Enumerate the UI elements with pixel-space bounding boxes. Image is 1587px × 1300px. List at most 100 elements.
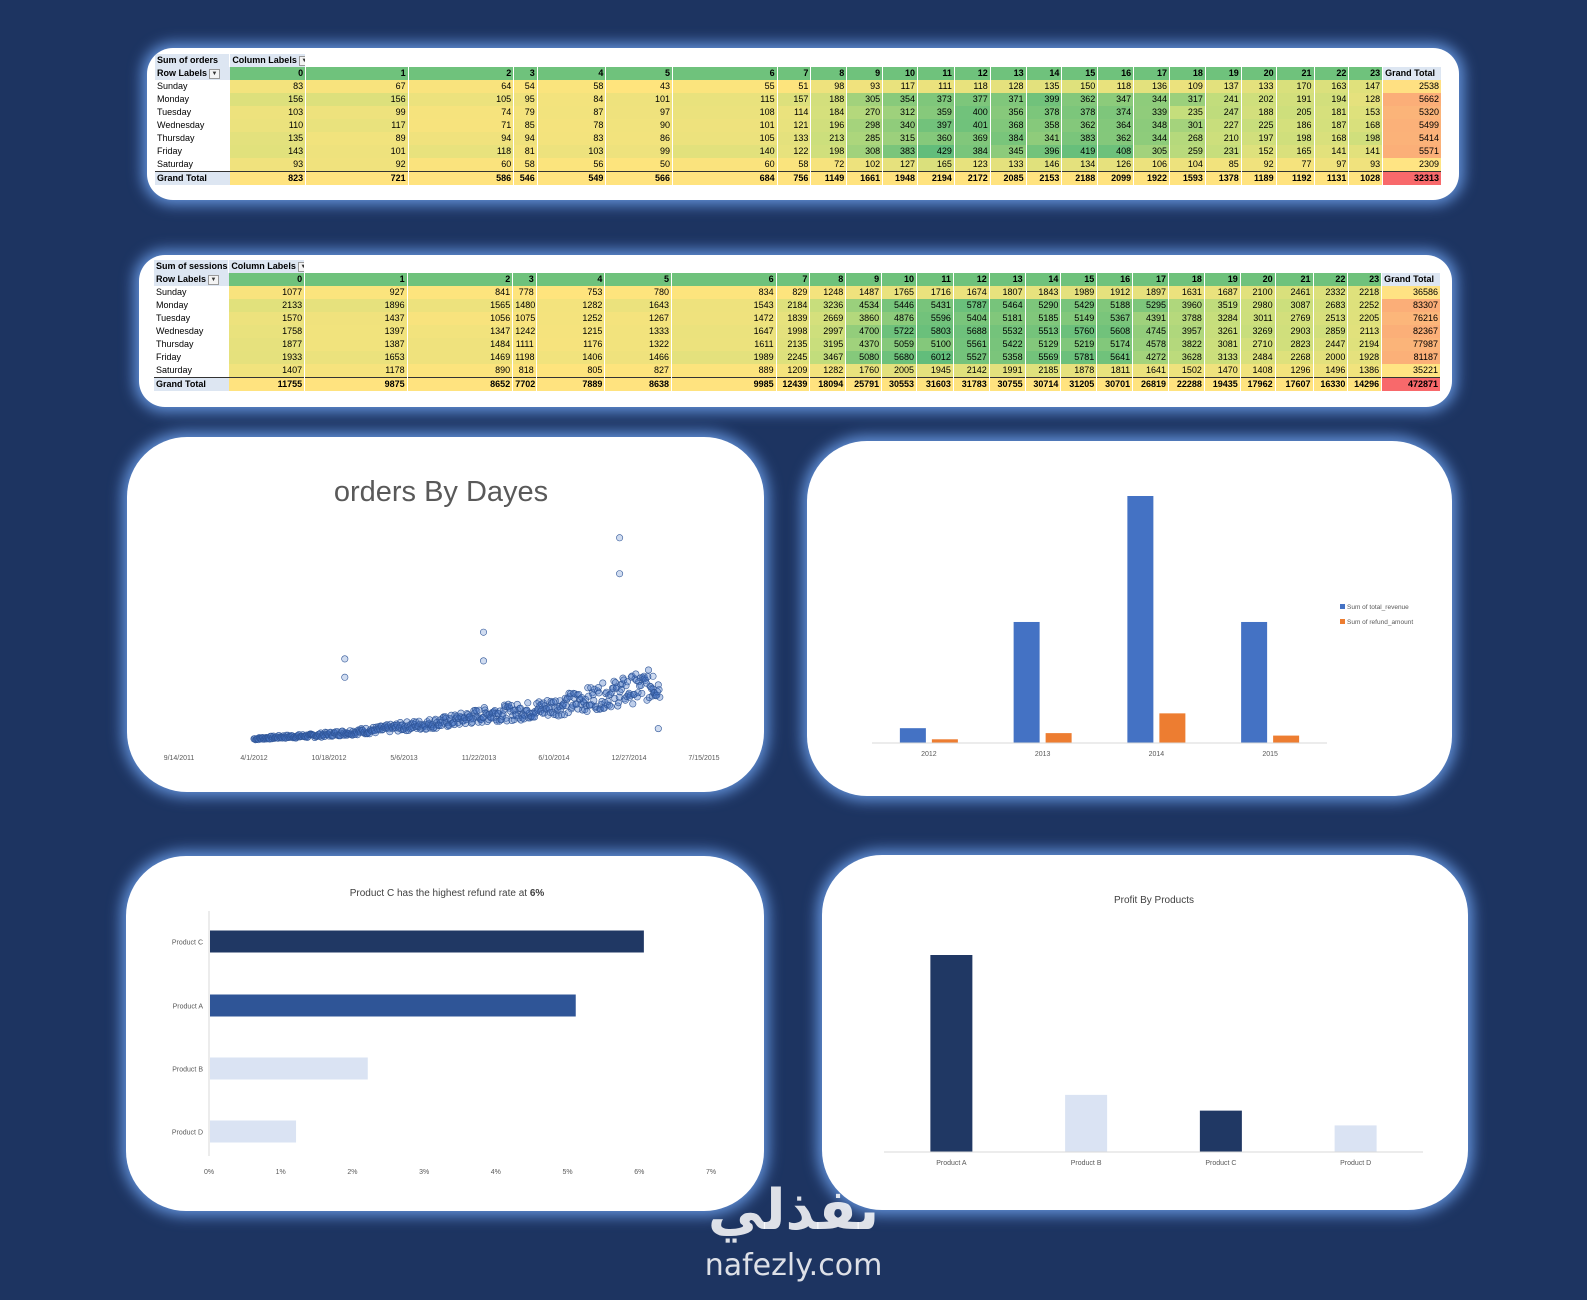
table-cell: 823	[229, 171, 307, 185]
table-cell: 3011	[1240, 312, 1276, 325]
table-cell: 89	[305, 132, 409, 145]
table-cell: 5295	[1132, 299, 1170, 312]
x-tick-label: Product A	[936, 1160, 967, 1167]
scatter-point	[619, 674, 627, 682]
table-cell: 157	[777, 93, 812, 106]
table-cell: 133	[1241, 80, 1277, 93]
table-cell: 7702	[512, 377, 537, 391]
table-cell: 2142	[953, 364, 990, 378]
table-cell: 241	[1205, 93, 1242, 106]
table-cell: 3822	[1168, 338, 1205, 351]
table-cell: 1387	[304, 338, 408, 351]
row-label: Tuesday	[154, 312, 229, 325]
table-cell: 93	[846, 80, 884, 93]
table-cell: 2268	[1275, 351, 1314, 364]
table-cell: 1643	[604, 299, 673, 312]
column-header: 2	[407, 273, 514, 286]
table-cell: 235	[1169, 106, 1206, 119]
table-cell: 1933	[228, 351, 306, 364]
column-header: 16	[1096, 273, 1134, 286]
table-cell: 1989	[671, 351, 777, 364]
row-total: 81187	[1381, 351, 1441, 364]
table-cell: 1209	[776, 364, 811, 378]
table-cell: 3261	[1204, 325, 1241, 338]
profit-bar	[1065, 1094, 1108, 1152]
table-cell: 94	[408, 132, 515, 145]
table-cell: 5059	[881, 338, 917, 351]
table-cell: 3788	[1168, 312, 1205, 325]
table-cell: 126	[1097, 158, 1135, 172]
table-cell: 2194	[917, 171, 955, 185]
table-cell: 285	[846, 132, 884, 145]
table-cell: 22288	[1168, 377, 1205, 391]
table-cell: 1674	[953, 286, 990, 299]
grand-total-value: 32313	[1382, 171, 1442, 185]
row-total: 5662	[1382, 93, 1442, 106]
table-cell: 2769	[1275, 312, 1314, 325]
table-cell: 383	[882, 145, 918, 158]
column-header: 12	[953, 273, 990, 286]
table-cell: 5188	[1096, 299, 1134, 312]
table-cell: 1896	[304, 299, 408, 312]
table-cell: 2447	[1313, 338, 1349, 351]
table-cell: 1877	[228, 338, 306, 351]
table-cell: 377	[954, 93, 991, 106]
dropdown-arrow-icon[interactable]: ▼	[209, 68, 221, 79]
table-cell: 3284	[1204, 312, 1241, 325]
table-cell: 419	[1061, 145, 1099, 158]
table-cell: 1282	[809, 364, 847, 378]
sessions-pivot-row-labels-filter[interactable]: Row Labels ▼	[154, 273, 229, 286]
table-cell: 4391	[1132, 312, 1170, 325]
row-label: Wednesday	[155, 119, 230, 132]
scatter-point	[503, 717, 511, 725]
table-cell: 2133	[228, 299, 306, 312]
table-cell: 227	[1205, 119, 1242, 132]
column-header: 4	[537, 67, 607, 80]
orders-pivot-row-labels-filter[interactable]: Row Labels ▼	[155, 67, 230, 80]
table-cell: 2859	[1313, 325, 1349, 338]
row-total: 2538	[1382, 80, 1442, 93]
column-header: 0	[229, 67, 307, 80]
column-header: 19	[1204, 273, 1241, 286]
table-cell: 93	[1348, 158, 1384, 172]
table-cell: 101	[605, 93, 674, 106]
scatter-point	[656, 693, 664, 701]
table-cell: 5080	[845, 351, 883, 364]
x-tick-label: 10/18/2012	[311, 755, 346, 762]
table-cell: 58	[513, 158, 538, 172]
table-cell: 225	[1241, 119, 1277, 132]
table-cell: 67	[305, 80, 409, 93]
sessions-pivot-column-labels-filter[interactable]: Column Labels▼	[228, 260, 306, 273]
table-cell: 756	[777, 171, 812, 185]
dropdown-arrow-icon[interactable]: ▼	[297, 261, 304, 272]
column-header: 19	[1205, 67, 1242, 80]
column-header: 13	[990, 67, 1027, 80]
table-cell: 6012	[916, 351, 954, 364]
scatter-point	[560, 711, 568, 719]
orders-pivot-measure-label: Sum of orders	[155, 54, 231, 67]
table-row: Tuesday 103 99 74 79 87 97 108 114 184 270 312 359 40…	[155, 106, 1442, 119]
table-cell: 188	[810, 93, 848, 106]
column-header: 10	[882, 67, 918, 80]
table-cell: 147	[1348, 80, 1384, 93]
table-cell: 105	[672, 132, 778, 145]
orders-pivot-column-labels-filter[interactable]: Column Labels▼	[229, 54, 307, 67]
table-cell: 1631	[1168, 286, 1205, 299]
dropdown-arrow-icon[interactable]: ▼	[208, 274, 220, 285]
table-cell: 1496	[1313, 364, 1349, 378]
x-tick-label: 2014	[1149, 751, 1165, 758]
refund-rate-chart: Product C has the highest refund rate at…	[172, 888, 716, 1176]
table-cell: 135	[1026, 80, 1063, 93]
table-cell: 270	[846, 106, 884, 119]
grand-total-header: Grand Total	[1382, 67, 1442, 80]
table-cell: 2903	[1275, 325, 1314, 338]
scatter-point	[615, 693, 623, 701]
table-cell: 5129	[1025, 338, 1062, 351]
table-cell: 684	[672, 171, 778, 185]
table-row: Tuesday 1570 1437 1056 1075 1252 1267 1472 1839 2…	[154, 312, 1441, 325]
dropdown-arrow-icon[interactable]: ▼	[298, 55, 305, 66]
table-cell: 1056	[407, 312, 514, 325]
table-cell: 2188	[1061, 171, 1099, 185]
